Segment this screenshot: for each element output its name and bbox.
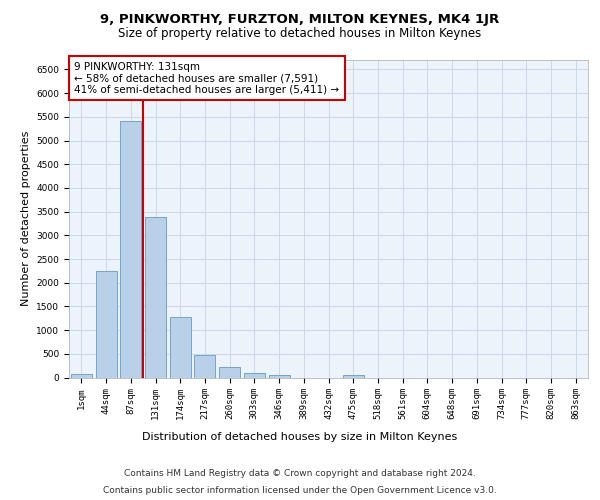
Bar xyxy=(269,374,290,378)
Text: Distribution of detached houses by size in Milton Keynes: Distribution of detached houses by size … xyxy=(142,432,458,442)
Bar xyxy=(145,218,166,378)
Bar xyxy=(71,374,92,378)
Bar xyxy=(170,317,191,378)
Text: 9 PINKWORTHY: 131sqm
← 58% of detached houses are smaller (7,591)
41% of semi-de: 9 PINKWORTHY: 131sqm ← 58% of detached h… xyxy=(74,62,340,95)
Bar xyxy=(95,271,116,378)
Bar xyxy=(120,120,141,378)
Bar xyxy=(219,368,240,378)
Text: Size of property relative to detached houses in Milton Keynes: Size of property relative to detached ho… xyxy=(118,28,482,40)
Bar xyxy=(194,355,215,378)
Text: Contains public sector information licensed under the Open Government Licence v3: Contains public sector information licen… xyxy=(103,486,497,495)
Text: Contains HM Land Registry data © Crown copyright and database right 2024.: Contains HM Land Registry data © Crown c… xyxy=(124,468,476,477)
Bar xyxy=(244,373,265,378)
Bar xyxy=(343,374,364,378)
Text: 9, PINKWORTHY, FURZTON, MILTON KEYNES, MK4 1JR: 9, PINKWORTHY, FURZTON, MILTON KEYNES, M… xyxy=(100,12,500,26)
Y-axis label: Number of detached properties: Number of detached properties xyxy=(21,131,31,306)
